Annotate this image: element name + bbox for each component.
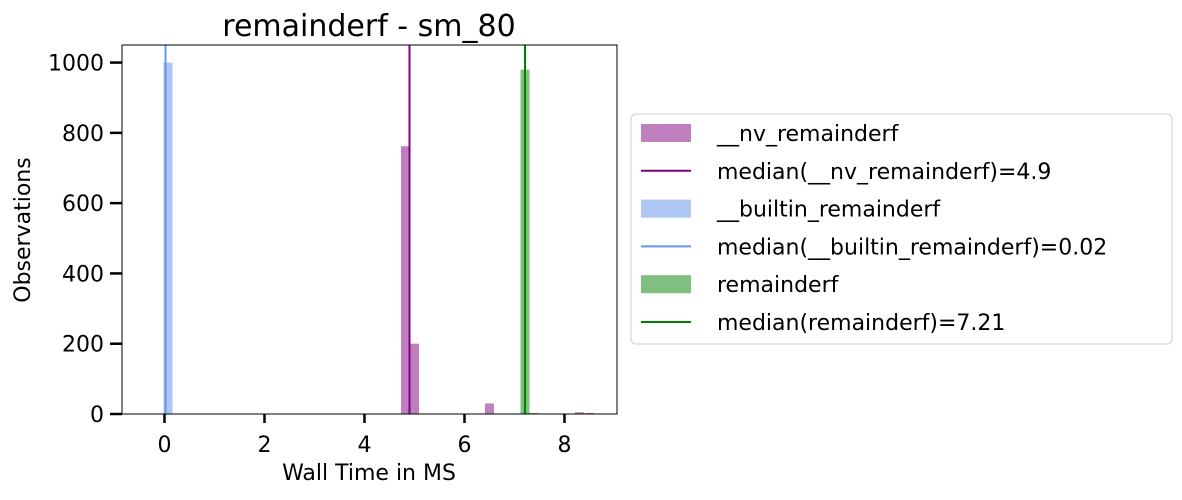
bar-1-0 bbox=[163, 62, 173, 414]
legend-label-4: remainderf bbox=[717, 273, 840, 298]
bar-0-1 bbox=[410, 343, 419, 414]
y-axis: 0 200 400 600 800 1000 bbox=[48, 52, 122, 428]
legend-label-2: __builtin_remainderf bbox=[716, 198, 941, 223]
legend-swatch-0 bbox=[641, 124, 691, 142]
median-lines-layer bbox=[164, 45, 526, 414]
bar-0-3 bbox=[575, 412, 584, 414]
legend-label-3: median(__builtin_remainderf)=0.02 bbox=[717, 235, 1107, 260]
y-tick-label-400: 400 bbox=[62, 262, 104, 287]
x-axis-label: Wall Time in MS bbox=[282, 461, 456, 486]
y-tick-label-800: 800 bbox=[62, 122, 104, 147]
y-tick-label-0: 0 bbox=[90, 403, 104, 428]
bars-layer bbox=[163, 62, 594, 414]
legend-label-5: median(remainderf)=7.21 bbox=[717, 311, 1005, 336]
bar-2-1 bbox=[529, 412, 539, 414]
chart-title: remainderf - sm_80 bbox=[222, 9, 515, 44]
legend: __nv_remainderf median(__nv_remainderf)=4… bbox=[630, 113, 1173, 345]
y-axis-label: Observations bbox=[11, 157, 36, 302]
y-tick-label-200: 200 bbox=[62, 333, 104, 358]
y-tick-label-1000: 1000 bbox=[48, 52, 104, 77]
bar-0-0 bbox=[401, 146, 410, 414]
plot-frame bbox=[121, 44, 618, 415]
bar-0-2 bbox=[485, 403, 494, 414]
y-tick-label-600: 600 bbox=[62, 192, 104, 217]
x-tick-label-8: 8 bbox=[558, 433, 572, 458]
bar-0-4 bbox=[585, 412, 594, 414]
legend-frame bbox=[630, 113, 1173, 345]
x-tick-label-2: 2 bbox=[258, 433, 272, 458]
legend-swatch-2 bbox=[641, 199, 691, 218]
x-tick-label-0: 0 bbox=[158, 433, 172, 458]
x-tick-label-4: 4 bbox=[358, 433, 372, 458]
legend-label-0: __nv_remainderf bbox=[716, 122, 900, 147]
legend-swatch-4 bbox=[641, 275, 691, 294]
x-axis: 0 2 4 6 8 bbox=[158, 414, 572, 458]
legend-label-1: median(__nv_remainderf)=4.9 bbox=[717, 160, 1051, 185]
x-tick-label-6: 6 bbox=[458, 433, 472, 458]
